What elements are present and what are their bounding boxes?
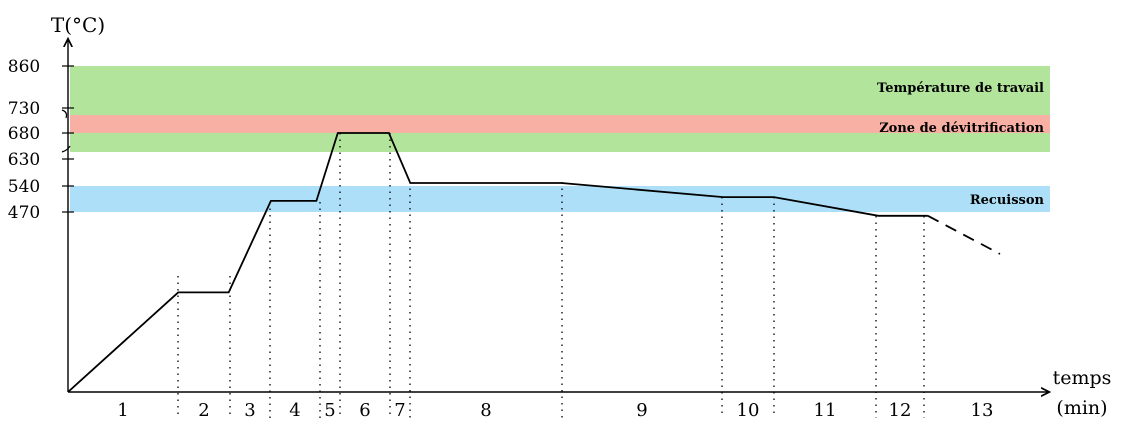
y-tick-label-860: 860 <box>8 57 40 77</box>
phase-guides <box>177 133 925 418</box>
phase-label-2: 2 <box>198 400 209 421</box>
phase-label-13: 13 <box>971 400 994 421</box>
y-tick-label-730: 730 <box>8 99 40 119</box>
band-labels-layer: Température de travail Zone de dévitrific… <box>877 81 1045 208</box>
phase-label-11: 11 <box>814 400 837 421</box>
phase-label-6: 6 <box>359 400 370 421</box>
x-axis-label-bottom: (min) <box>1056 397 1107 419</box>
phase-label-8: 8 <box>480 400 491 421</box>
x-axis-label-top: temps <box>1053 367 1112 389</box>
phase-labels: 1 2 3 4 5 6 7 8 9 10 11 12 13 <box>117 400 993 421</box>
band-label-2: Recuisson <box>970 193 1045 208</box>
y-tick-label-680: 680 <box>8 124 40 144</box>
band-1 <box>70 115 1050 133</box>
band-0 <box>70 66 1050 152</box>
phase-label-4: 4 <box>289 400 300 421</box>
y-tick-label-540: 540 <box>8 177 40 197</box>
y-tick-label-470: 470 <box>8 203 40 223</box>
phase-label-1: 1 <box>117 400 128 421</box>
y-ticks: 860 730 680 630 540 470 <box>8 57 74 223</box>
phase-label-10: 10 <box>737 400 760 421</box>
phase-label-3: 3 <box>244 400 255 421</box>
phase-label-5: 5 <box>324 400 335 421</box>
curve-solid <box>67 132 928 393</box>
phase-label-12: 12 <box>889 400 912 421</box>
bands-layer <box>70 66 1050 212</box>
band-label-1: Zone de dévitrification <box>879 121 1044 136</box>
band-label-0: Température de travail <box>877 81 1044 96</box>
y-axis-label: T(°C) <box>51 13 105 37</box>
axis-break-upper <box>61 109 68 119</box>
y-tick-label-630: 630 <box>8 150 40 170</box>
axis-break-lower <box>61 145 71 153</box>
phase-label-9: 9 <box>636 400 647 421</box>
temperature-curve <box>67 132 1001 393</box>
phase-label-7: 7 <box>394 400 405 421</box>
curve-dashed <box>927 215 1001 255</box>
band-2 <box>70 186 1050 212</box>
